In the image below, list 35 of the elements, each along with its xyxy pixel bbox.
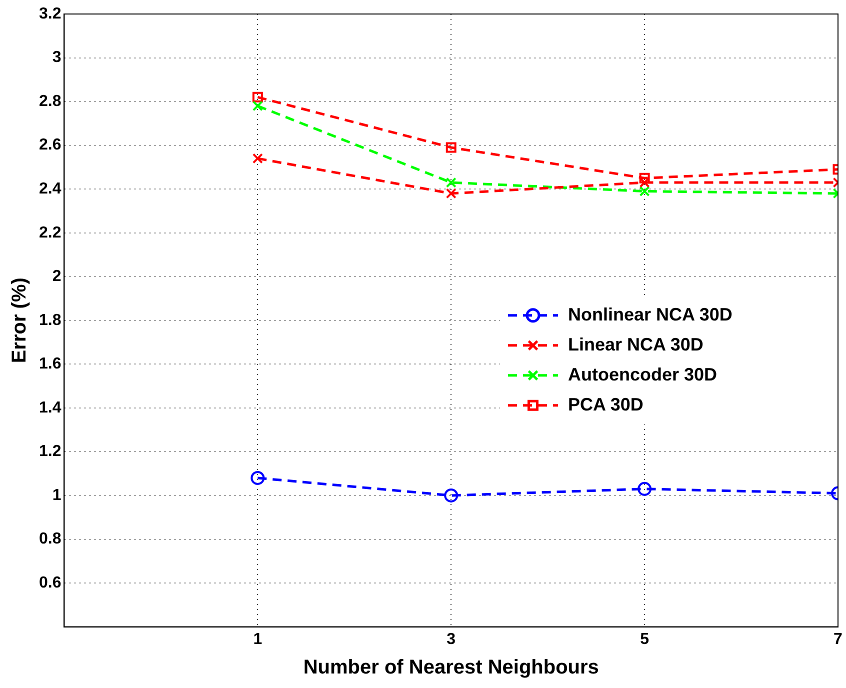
legend-label: Autoencoder 30D [568,364,718,384]
y-tick-label: 3 [52,49,62,66]
point [252,100,263,112]
x-tick-label: 5 [640,630,650,648]
legend-label: Nonlinear NCA 30D [568,304,732,324]
x-tick-label: 1 [253,630,262,648]
y-tick-label: 0.8 [38,530,62,548]
point [252,92,263,102]
y-tick-label: 2.2 [38,224,62,242]
point [250,470,265,485]
y-tick-label: 1.6 [38,356,62,373]
point [638,482,652,496]
point [446,142,456,153]
y-tick-label: 1.4 [38,399,62,416]
x-axis-title: Number of Nearest Neighbours [303,656,599,679]
point [639,172,650,184]
y-tick-label: 3.2 [38,5,62,22]
y-tick-label: 2.8 [38,92,62,110]
y-axis-title: Error (%) [8,278,31,364]
point [446,188,456,199]
y-tick-label: 2.6 [38,136,62,154]
point [639,186,650,197]
y-tick-label: 1 [52,486,62,504]
point [252,153,263,164]
point [444,488,458,502]
x-tick-label: 3 [446,630,456,648]
y-tick-label: 2.4 [38,180,62,198]
y-tick-label: 2 [52,268,62,286]
point [446,177,456,188]
y-tick-label: 0.6 [38,574,62,592]
legend-label: Linear NCA 30D [568,334,704,354]
legend-label: PCA 30D [568,394,644,414]
x-tick-label: 7 [834,630,843,648]
y-tick-label: 1.2 [38,443,62,460]
y-tick-label: 1.8 [38,312,62,329]
